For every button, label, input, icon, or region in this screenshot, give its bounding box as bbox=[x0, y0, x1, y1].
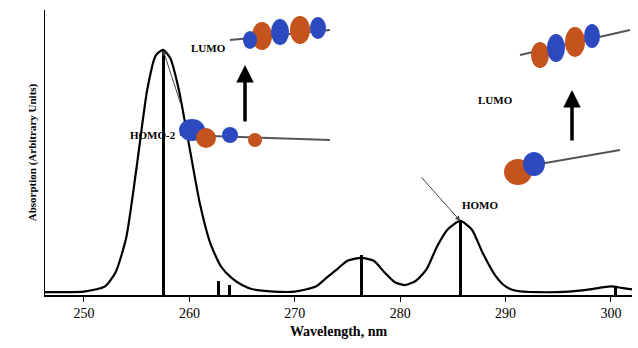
svg-text:290: 290 bbox=[495, 306, 516, 321]
svg-text:260: 260 bbox=[179, 306, 200, 321]
svg-text:LUMO: LUMO bbox=[478, 94, 513, 106]
svg-text:Absorption (Arbitrary Units): Absorption (Arbitrary Units) bbox=[26, 83, 39, 221]
svg-text:250: 250 bbox=[73, 306, 94, 321]
svg-text:HOMO: HOMO bbox=[462, 199, 498, 211]
svg-text:280: 280 bbox=[390, 306, 411, 321]
svg-text:Wavelength, nm: Wavelength, nm bbox=[290, 324, 388, 339]
svg-text:270: 270 bbox=[284, 306, 305, 321]
svg-text:HOMO-2: HOMO-2 bbox=[130, 129, 176, 141]
svg-text:300: 300 bbox=[600, 306, 621, 321]
svg-text:LUMO: LUMO bbox=[191, 42, 226, 54]
